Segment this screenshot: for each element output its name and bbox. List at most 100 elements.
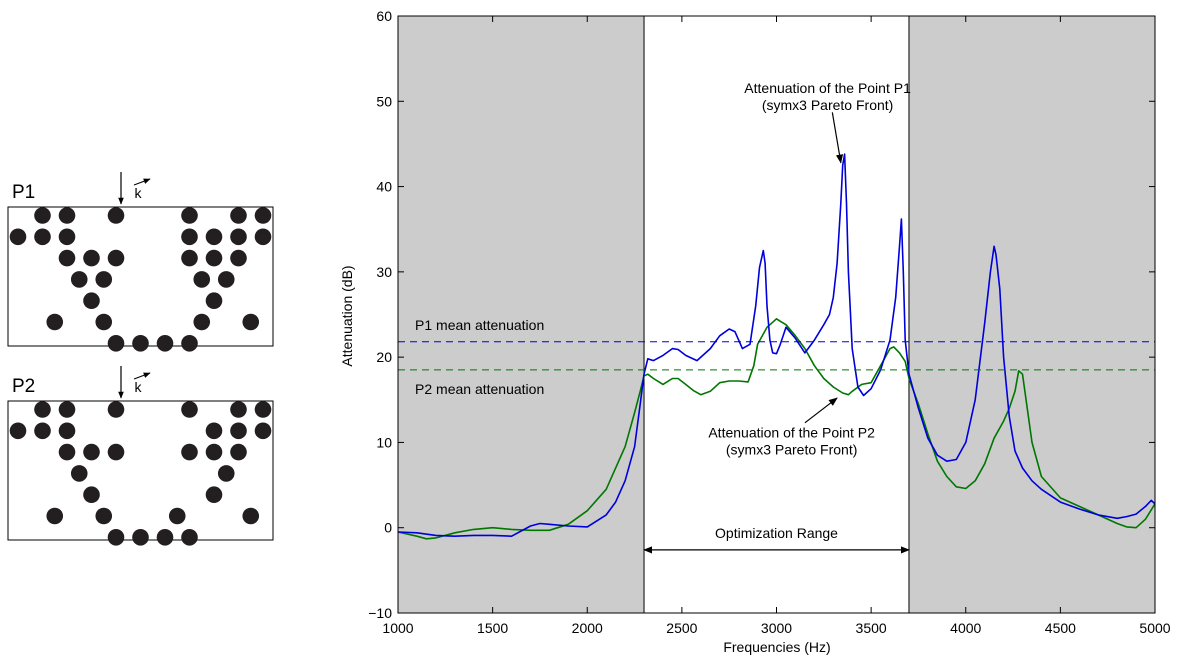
cylinder-icon bbox=[230, 422, 247, 440]
cylinder-icon bbox=[58, 228, 76, 246]
cylinder-icon bbox=[230, 207, 247, 224]
annotation-range: Optimization Range bbox=[643, 525, 910, 554]
x-tick-label: 3000 bbox=[761, 620, 792, 636]
cylinder-icon bbox=[181, 335, 198, 352]
cylinder-icon bbox=[205, 486, 223, 504]
cylinder-icon bbox=[58, 422, 76, 440]
y-tick-label: 30 bbox=[376, 264, 392, 280]
cylinder-icon bbox=[34, 401, 51, 418]
wave-vector-icon bbox=[133, 178, 151, 186]
shaded-regions bbox=[397, 15, 1156, 614]
cylinder-icon bbox=[70, 271, 88, 288]
cylinder-icon bbox=[205, 249, 223, 267]
cylinder-icon bbox=[46, 313, 64, 331]
annotation-text-line2: (symx3 Pareto Front) bbox=[762, 97, 893, 113]
cylinder-icon bbox=[107, 443, 125, 461]
cylinder-icon bbox=[46, 507, 64, 525]
cylinder-icon bbox=[83, 249, 100, 267]
x-tick-label: 4500 bbox=[1045, 620, 1076, 636]
series-line-p1 bbox=[397, 153, 1156, 538]
annotation-text: Optimization Range bbox=[715, 525, 838, 541]
cylinder-icon bbox=[205, 228, 223, 246]
axes: 1000 1500 2000 2500 3000 3500 4000 4500 5000 −10 0… bbox=[368, 8, 1171, 636]
y-tick-label: 10 bbox=[376, 434, 392, 450]
cylinder-icon bbox=[156, 529, 174, 546]
x-tick-label: 5000 bbox=[1139, 620, 1170, 636]
cylinder-icon bbox=[70, 465, 88, 482]
cylinder-icon bbox=[107, 401, 125, 418]
annotation-arrow bbox=[804, 397, 838, 424]
annotation-p1-mean: P1 mean attenuation bbox=[415, 317, 544, 333]
y-tick-label: 60 bbox=[376, 8, 392, 24]
cylinder-icon bbox=[107, 207, 125, 224]
cylinder-icon bbox=[9, 228, 27, 246]
annotation-p1-peak: Attenuation of the Point P1(symx3 Pareto… bbox=[744, 80, 911, 164]
cylinder-icon bbox=[181, 529, 198, 546]
cylinder-icon bbox=[156, 335, 174, 352]
x-axis-label: Frequencies (Hz) bbox=[723, 639, 830, 655]
y-tick-label: −10 bbox=[368, 605, 392, 621]
cylinder-icon bbox=[217, 465, 235, 482]
annotation-text-line1: Attenuation of the Point P2 bbox=[708, 424, 875, 440]
cylinder-icon bbox=[193, 271, 211, 288]
y-tick-label: 50 bbox=[376, 93, 392, 109]
cylinder-icon bbox=[58, 249, 76, 267]
cylinder-icon bbox=[181, 249, 198, 267]
cylinder-icon bbox=[230, 401, 247, 418]
diagram-label: P2 bbox=[12, 376, 35, 397]
attenuation-chart: Optimization Range Attenuation of the Poi… bbox=[339, 8, 1171, 655]
cylinder-icon bbox=[58, 207, 76, 224]
cylinder-icon bbox=[230, 443, 247, 461]
y-tick-label: 0 bbox=[384, 520, 392, 536]
cylinder-icon bbox=[242, 507, 260, 525]
shaded-region bbox=[397, 15, 645, 614]
cylinder-icon bbox=[95, 271, 113, 288]
cylinder-icon bbox=[217, 271, 235, 288]
wave-vector-label: k bbox=[135, 379, 143, 395]
annotation-arrow bbox=[831, 112, 844, 164]
cylinder-icon bbox=[132, 529, 149, 546]
cylinder-icon bbox=[83, 443, 100, 461]
annotations: Optimization Range Attenuation of the Poi… bbox=[415, 80, 911, 554]
cylinder-icon bbox=[254, 422, 272, 440]
cylinder-icon bbox=[181, 228, 198, 246]
annotation-p2-mean: P2 mean attenuation bbox=[415, 381, 544, 397]
y-axis-label: Attenuation (dB) bbox=[339, 265, 355, 366]
cylinder-icon bbox=[34, 207, 51, 224]
cylinder-icon bbox=[34, 422, 51, 440]
cylinder-icon bbox=[205, 422, 223, 440]
cylinder-icon bbox=[107, 335, 125, 352]
annotation-p2-curve: Attenuation of the Point P2(symx3 Pareto… bbox=[708, 397, 875, 457]
cylinder-icon bbox=[107, 529, 125, 546]
annotation-text-line1: Attenuation of the Point P1 bbox=[744, 80, 911, 96]
cylinder-icon bbox=[205, 292, 223, 310]
cylinder-icon bbox=[58, 443, 76, 461]
annotation-text: P2 mean attenuation bbox=[415, 381, 544, 397]
mean-lines bbox=[398, 341, 1155, 371]
cylinder-icon bbox=[181, 443, 198, 461]
annotation-text-line2: (symx3 Pareto Front) bbox=[726, 441, 857, 457]
cylinder-icon bbox=[193, 313, 211, 331]
wave-vector-icon bbox=[133, 372, 151, 380]
diagram-1: P1 k bbox=[7, 172, 274, 352]
cylinder-icon bbox=[168, 507, 186, 525]
cylinder-icon bbox=[83, 292, 100, 310]
cylinder-icon bbox=[95, 313, 113, 331]
diagram-label: P1 bbox=[12, 182, 35, 203]
shaded-region bbox=[908, 15, 1156, 614]
x-tick-label: 1000 bbox=[382, 620, 413, 636]
cylinder-icon bbox=[181, 401, 198, 418]
cylinder-icon bbox=[230, 228, 247, 246]
cylinder-icon bbox=[242, 313, 260, 331]
cylinder-icon bbox=[254, 401, 272, 418]
annotation-text: P1 mean attenuation bbox=[415, 317, 544, 333]
diagram-2: P2 k bbox=[7, 366, 274, 546]
cylinder-icon bbox=[34, 228, 51, 246]
cylinder-icon bbox=[254, 228, 272, 246]
series-layer bbox=[397, 153, 1156, 540]
x-tick-label: 2000 bbox=[572, 620, 603, 636]
x-tick-label: 1500 bbox=[477, 620, 508, 636]
cylinder-icon bbox=[95, 507, 113, 525]
cylinder-icon bbox=[9, 422, 27, 440]
